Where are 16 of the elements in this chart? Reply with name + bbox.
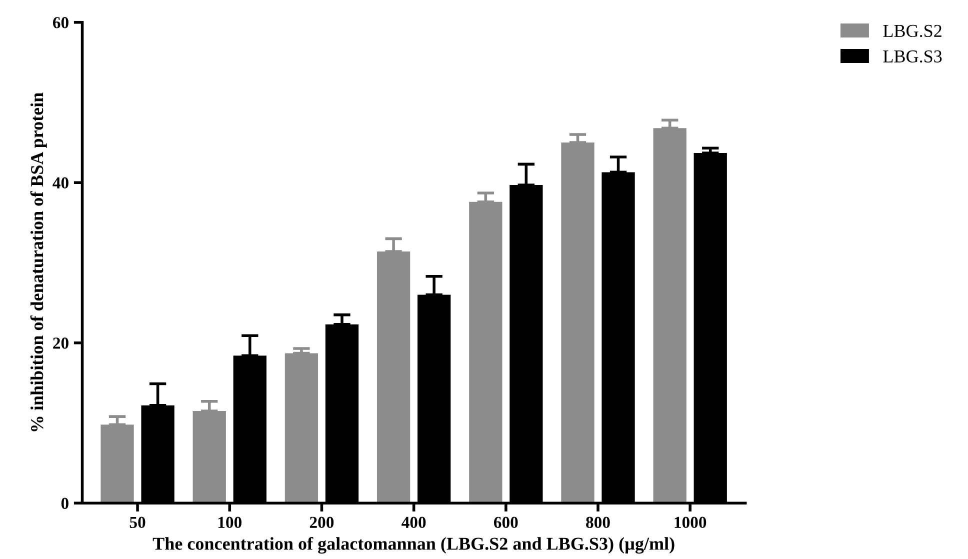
- bar: [284, 353, 318, 504]
- legend-label: LBG.S3: [883, 50, 942, 63]
- legend-label: LBG.S2: [883, 24, 942, 38]
- x-tick-label: 200: [310, 516, 334, 528]
- y-axis-title: % inhibition of denaturation of BSA protein: [30, 92, 47, 432]
- x-tick-label: 600: [494, 516, 518, 528]
- y-tick-label: 60: [52, 17, 68, 28]
- x-tick-label: 1000: [674, 516, 706, 528]
- x-axis-title: The concentration of galactomannan (LBG.S2 and LBG.S3) (µg/ml): [152, 536, 674, 554]
- x-tick-label: 800: [586, 516, 610, 528]
- y-tick-label: 20: [53, 338, 68, 349]
- x-tick-label: 400: [402, 516, 426, 528]
- x-tick-label: 50: [130, 516, 146, 528]
- y-tick-label: 0: [61, 498, 68, 510]
- y-tick-label: 40: [52, 177, 68, 189]
- x-tick-label: 100: [218, 516, 242, 528]
